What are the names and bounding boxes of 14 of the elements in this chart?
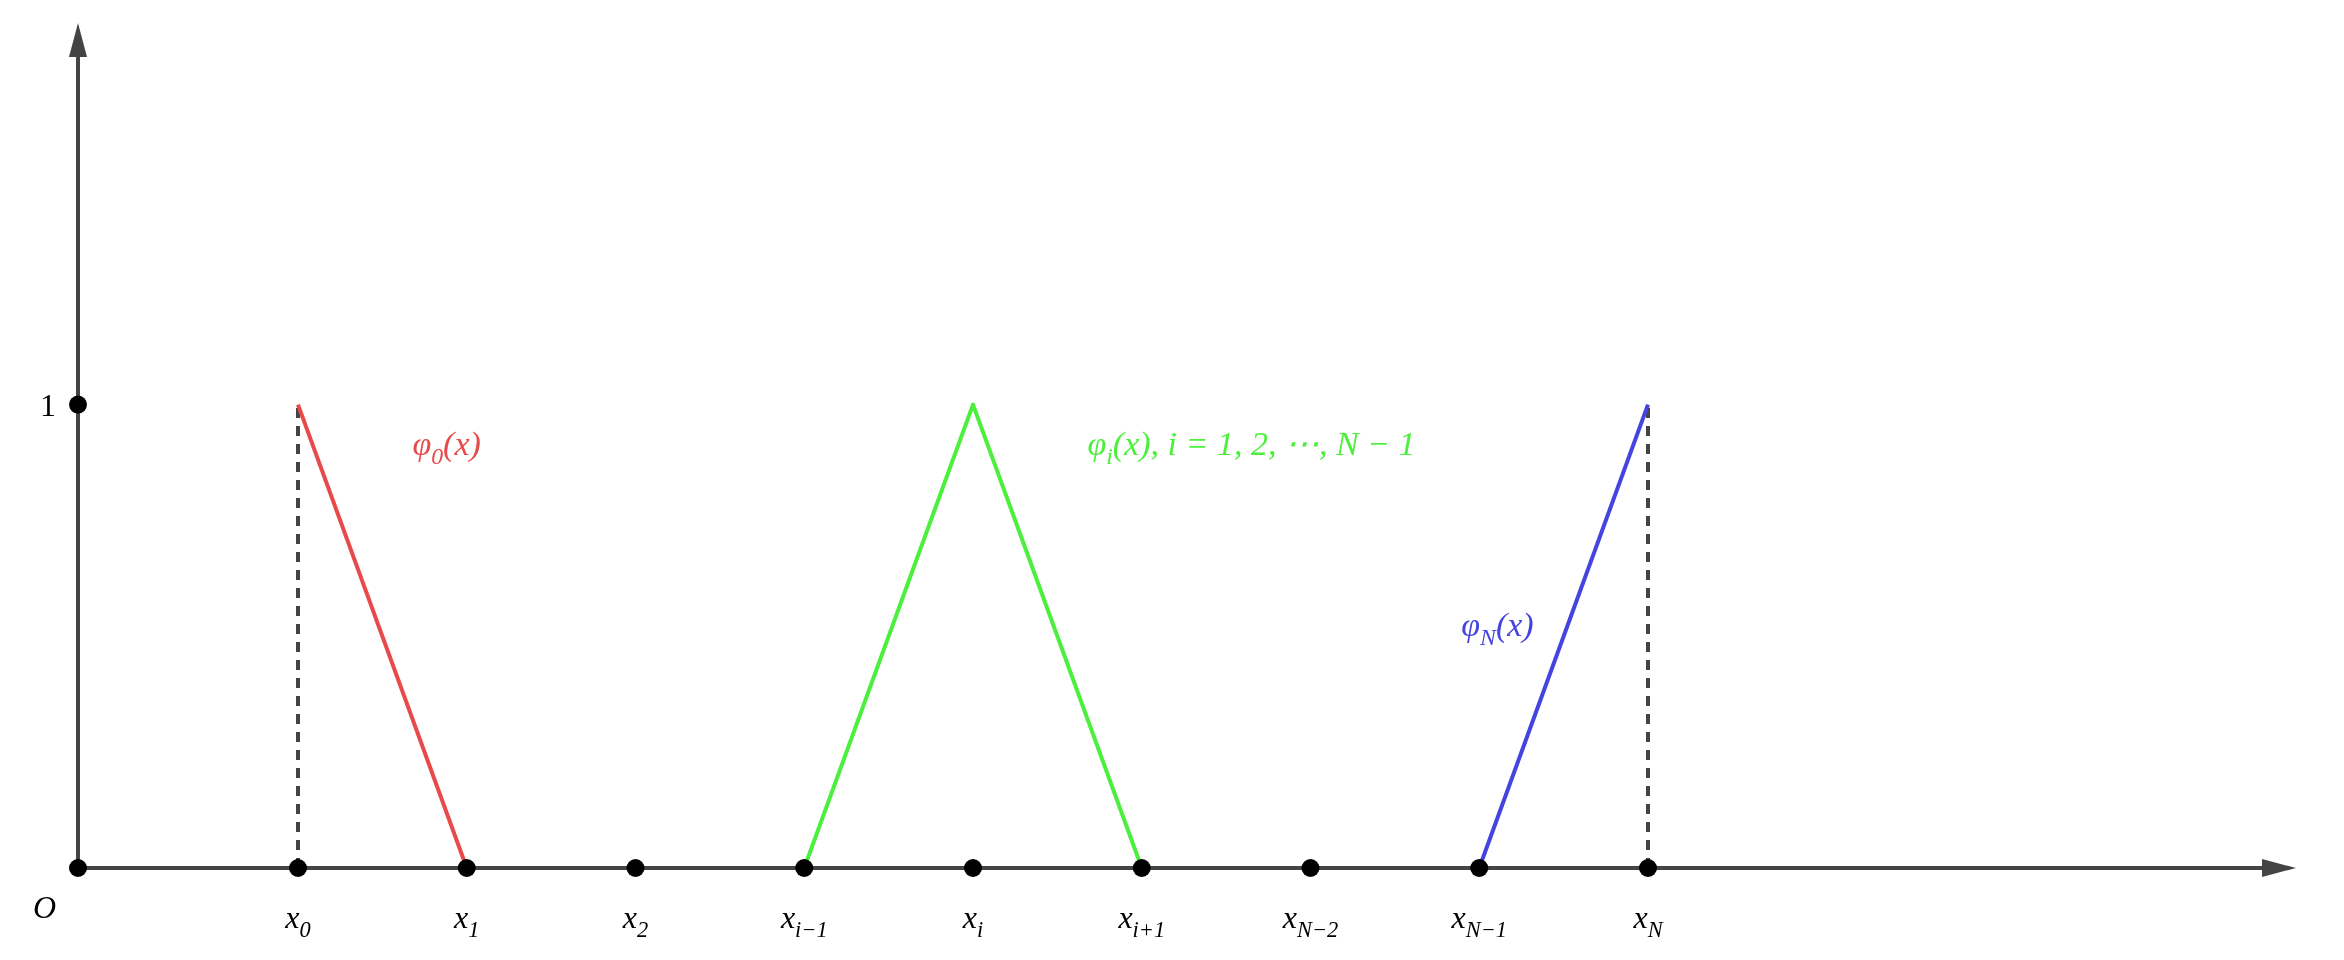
text: 1 xyxy=(40,386,56,423)
text: φ$_{i}$(x), i = 1, 2, ⋯, N − 1 xyxy=(1087,424,1416,469)
x-tick-label: x$_{N−1}$ xyxy=(1450,899,1507,942)
series-label: φ$_{N}$(x) xyxy=(1461,606,1534,651)
x-tick-label: x$_{N}$ xyxy=(1632,899,1664,942)
x-tick-label: x$_{1}$ xyxy=(453,899,480,942)
x-tick-label: x$_{0}$ xyxy=(284,899,311,942)
x-tick-label: x$_{2}$ xyxy=(621,899,649,942)
x-tick-label: x$_{i+1}$ xyxy=(1117,899,1166,942)
text: O xyxy=(32,889,56,925)
text: φ$_{0}$(x) xyxy=(412,424,481,469)
x-tick-label: x$_{i}$ xyxy=(961,899,984,942)
x-tick-label: x$_{i−1}$ xyxy=(779,899,828,942)
x-tick-label: x$_{N−2}$ xyxy=(1281,899,1339,942)
